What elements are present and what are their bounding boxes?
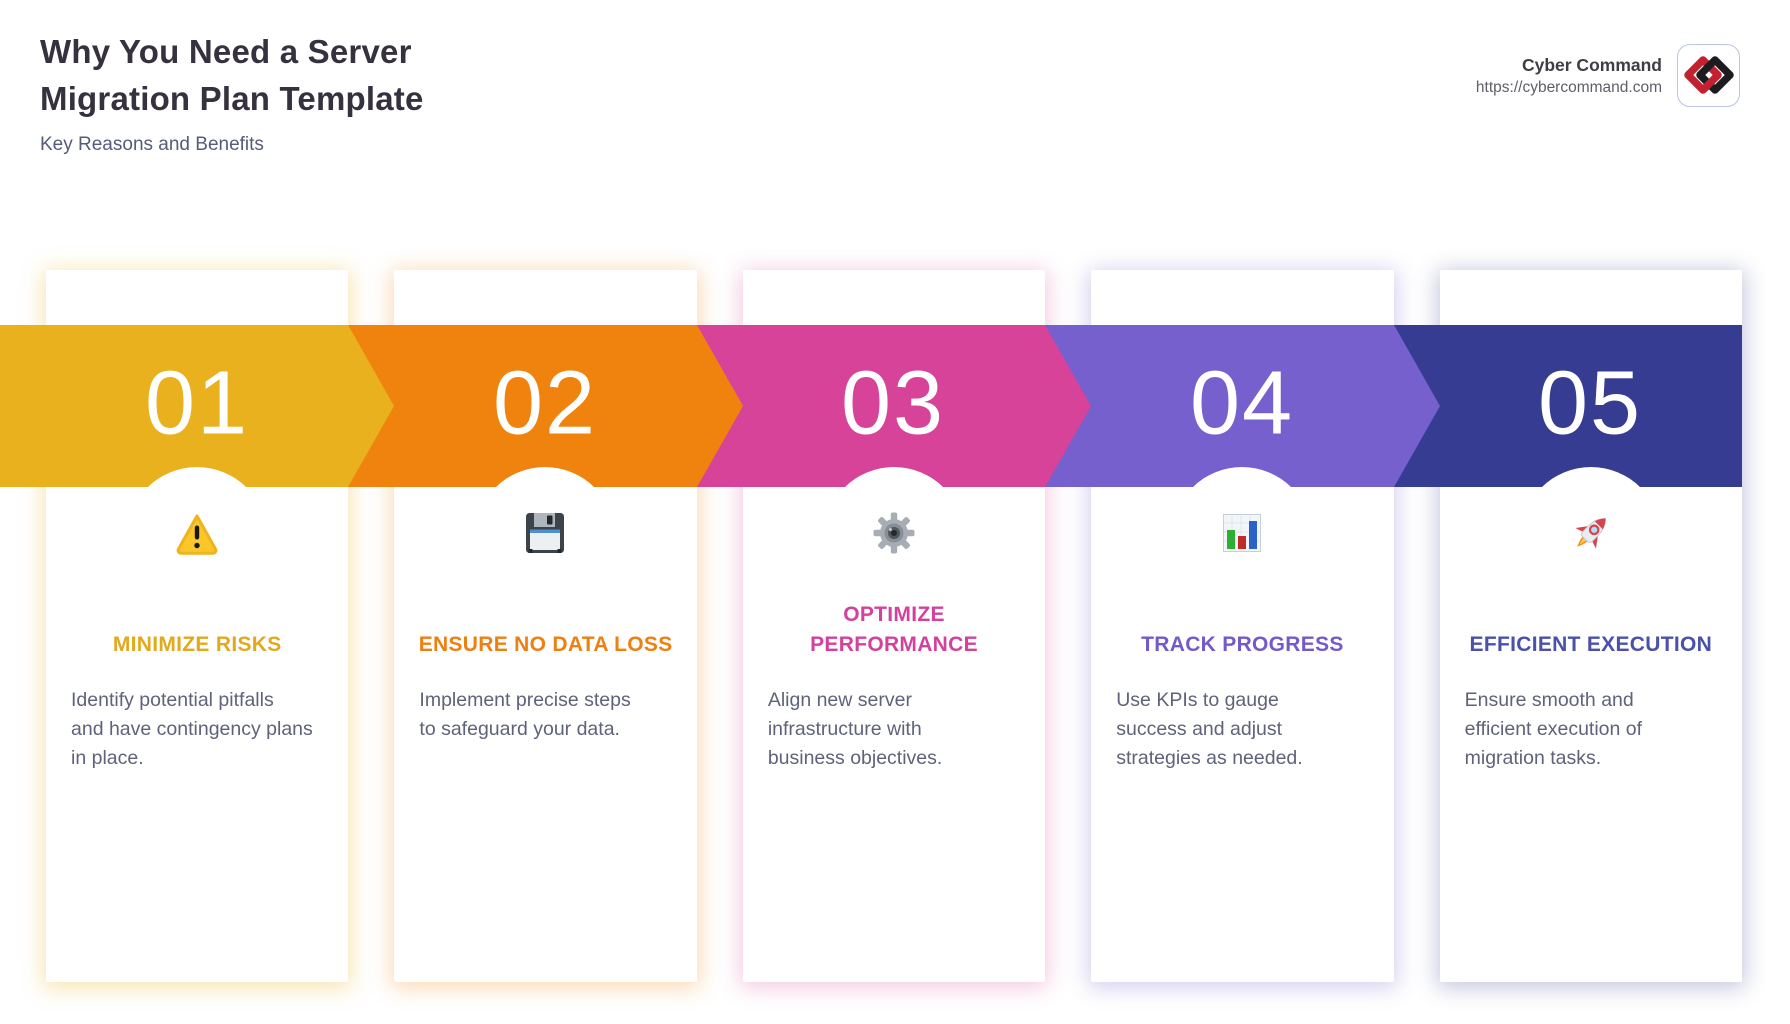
step-number: 05 [1537, 353, 1643, 454]
floppy-disk-icon [526, 513, 564, 553]
banner-segment-02: 02 [348, 325, 743, 487]
cyber-command-logo-icon [1683, 55, 1734, 94]
card-title: TRACK PROGRESS [1141, 633, 1344, 656]
banner-segment-01: 01 [0, 325, 394, 487]
rocket-icon [1575, 518, 1606, 549]
icon-circle [824, 467, 964, 607]
card-description: Implement precise steps to safeguard you… [419, 689, 631, 740]
banner-segment-03: 03 [696, 325, 1091, 487]
card-title: OPTIMIZE PERFORMANCE [810, 603, 978, 656]
banner-segment-04: 04 [1045, 325, 1440, 487]
gear-icon [873, 512, 915, 554]
card-title: EFFICIENT EXECUTION [1469, 633, 1713, 656]
page-title: Why You Need a Server Migration Plan Tem… [40, 33, 424, 117]
step-number: 01 [144, 353, 250, 454]
step-number: 04 [1189, 353, 1295, 454]
warning-icon [176, 514, 218, 555]
bar-chart-icon [1223, 514, 1261, 552]
icon-circle [1521, 467, 1661, 607]
card-description: Align new server infrastructure with bus… [767, 689, 943, 769]
progress-banner: 01 02 03 04 05 [0, 325, 1742, 487]
card-title: MINIMIZE RISKS [112, 633, 282, 656]
brand-name: Cyber Command [1521, 54, 1662, 75]
page-subtitle: Key Reasons and Benefits [40, 134, 264, 155]
card-title: ENSURE NO DATA LOSS [418, 633, 673, 656]
card-description: Use KPIs to gauge success and adjust str… [1116, 689, 1303, 769]
brand-text: Cyber Command https://cybercommand.com [1476, 53, 1662, 99]
icon-circle [127, 467, 267, 607]
card-description: Ensure smooth and efficient execution of… [1464, 689, 1643, 769]
card-description: Identify potential pitfalls and have con… [71, 689, 313, 769]
cyber-command-logo [1677, 44, 1740, 107]
banner-segment-05: 05 [1393, 325, 1742, 487]
icon-circle [475, 467, 615, 607]
brand-url: https://cybercommand.com [1475, 78, 1662, 96]
step-number: 02 [492, 353, 598, 454]
brand-block: Cyber Command https://cybercommand.com [1476, 44, 1740, 107]
icon-circle [1172, 467, 1312, 607]
step-number: 03 [840, 353, 946, 454]
